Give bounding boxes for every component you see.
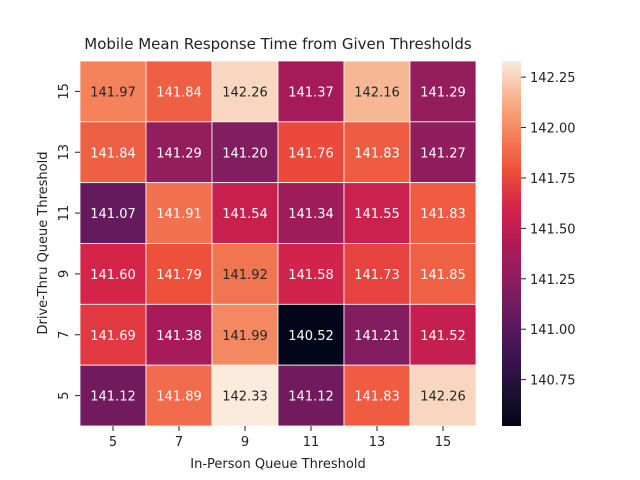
cell-value-label: 141.54 xyxy=(222,207,268,222)
cell-value-label: 142.26 xyxy=(222,85,268,100)
x-axis-label: In-Person Queue Threshold xyxy=(190,457,366,472)
cell-value-label: 141.83 xyxy=(420,207,466,222)
cell-value-label: 141.38 xyxy=(156,329,202,344)
cell-value-label: 141.52 xyxy=(420,329,466,344)
x-axis-ticks: 5 7 9 11 13 15 xyxy=(109,426,451,450)
x-tick-label: 15 xyxy=(435,435,452,450)
heatmap-cell xyxy=(211,60,279,123)
colorbar-tick-label: 140.75 xyxy=(530,374,576,389)
heatmap-cell xyxy=(277,182,345,244)
heatmap-cell xyxy=(409,303,477,366)
y-axis-label: Drive-Thru Queue Threshold xyxy=(36,152,51,335)
cell-value-label: 141.79 xyxy=(156,268,202,283)
heatmap-cell xyxy=(79,243,147,305)
cell-value-label: 141.20 xyxy=(222,146,268,161)
heatmap-cell xyxy=(79,182,147,244)
chart-title: Mobile Mean Response Time from Given Thr… xyxy=(84,35,472,53)
heatmap-cell xyxy=(277,60,345,123)
cell-value-label: 142.26 xyxy=(420,390,466,405)
colorbar-tick-label: 142.00 xyxy=(530,122,576,137)
heatmap-cell xyxy=(211,243,279,305)
y-tick-label: 15 xyxy=(57,83,72,100)
cell-value-label: 141.73 xyxy=(354,268,400,283)
y-axis-ticks: 15 13 11 9 7 5 xyxy=(57,83,80,400)
colorbar-tick-label: 141.50 xyxy=(530,222,576,237)
cell-value-label: 141.37 xyxy=(288,85,334,100)
cell-value-label: 141.76 xyxy=(288,146,334,161)
heatmap-cell xyxy=(145,182,213,244)
heatmap-cell xyxy=(145,60,213,123)
heatmap-cell xyxy=(145,243,213,305)
colorbar-tick-label: 141.25 xyxy=(530,273,576,288)
heatmap-cell xyxy=(79,364,147,427)
colorbar-tick-label: 141.00 xyxy=(530,323,576,338)
heatmap-cell xyxy=(277,303,345,366)
y-tick-label: 11 xyxy=(57,205,72,222)
heatmap-cell xyxy=(409,121,477,184)
heatmap-cell xyxy=(343,303,411,366)
x-tick-label: 7 xyxy=(175,435,183,450)
colorbar xyxy=(502,61,521,426)
cell-value-label: 141.58 xyxy=(288,268,334,283)
heatmap-cell xyxy=(409,243,477,305)
cell-value-label: 141.29 xyxy=(156,146,202,161)
x-tick-label: 9 xyxy=(241,435,249,450)
cell-value-label: 141.83 xyxy=(354,146,400,161)
colorbar-tick-label: 141.75 xyxy=(530,172,576,187)
cell-value-label: 140.52 xyxy=(288,329,334,344)
cell-value-label: 141.84 xyxy=(90,146,136,161)
cell-value-label: 141.69 xyxy=(90,329,136,344)
heatmap-cell xyxy=(211,303,279,366)
heatmap-cell xyxy=(79,303,147,366)
heatmap-cell xyxy=(409,60,477,123)
cell-value-label: 141.85 xyxy=(420,268,466,283)
cell-value-label: 141.34 xyxy=(288,207,334,222)
cell-value-label: 141.60 xyxy=(90,268,136,283)
cell-value-label: 141.55 xyxy=(354,207,400,222)
y-tick-label: 9 xyxy=(57,270,72,278)
x-tick-label: 11 xyxy=(303,435,320,450)
colorbar-ticks: 140.75 141.00 141.25 141.50 141.75 142.00 142.… xyxy=(521,71,576,389)
heatmap-cell xyxy=(343,243,411,305)
x-tick-label: 13 xyxy=(369,435,386,450)
y-tick-label: 7 xyxy=(57,331,72,339)
heatmap-cell xyxy=(409,364,477,427)
cell-value-label: 142.33 xyxy=(222,390,268,405)
cell-value-label: 141.84 xyxy=(156,85,202,100)
cell-value-label: 141.91 xyxy=(156,207,202,222)
cell-value-label: 141.97 xyxy=(90,85,136,100)
heatmap-cell-labels: 141.97 141.84 142.26 141.37 142.16 141.29 141.… xyxy=(90,85,466,404)
heatmap-cell xyxy=(409,182,477,244)
cell-value-label: 141.92 xyxy=(222,268,268,283)
heatmap-cell xyxy=(145,121,213,184)
heatmap-cells xyxy=(79,60,477,427)
cell-value-label: 141.12 xyxy=(90,390,136,405)
heatmap-cell xyxy=(277,243,345,305)
cell-value-label: 141.27 xyxy=(420,146,466,161)
y-tick-label: 13 xyxy=(57,144,72,161)
cell-value-label: 142.16 xyxy=(354,85,400,100)
x-tick-label: 5 xyxy=(109,435,117,450)
heatmap-cell xyxy=(343,182,411,244)
colorbar-tick-label: 142.25 xyxy=(530,71,576,86)
cell-value-label: 141.07 xyxy=(90,207,136,222)
cell-value-label: 141.12 xyxy=(288,390,334,405)
y-tick-label: 5 xyxy=(57,391,72,399)
heatmap-cell xyxy=(343,364,411,427)
heatmap-cell xyxy=(277,121,345,184)
cell-value-label: 141.89 xyxy=(156,390,202,405)
cell-value-label: 141.83 xyxy=(354,390,400,405)
cell-value-label: 141.21 xyxy=(354,329,400,344)
heatmap-cell xyxy=(343,60,411,123)
heatmap-cell xyxy=(79,60,147,123)
cell-value-label: 141.29 xyxy=(420,85,466,100)
cell-value-label: 141.99 xyxy=(222,329,268,344)
